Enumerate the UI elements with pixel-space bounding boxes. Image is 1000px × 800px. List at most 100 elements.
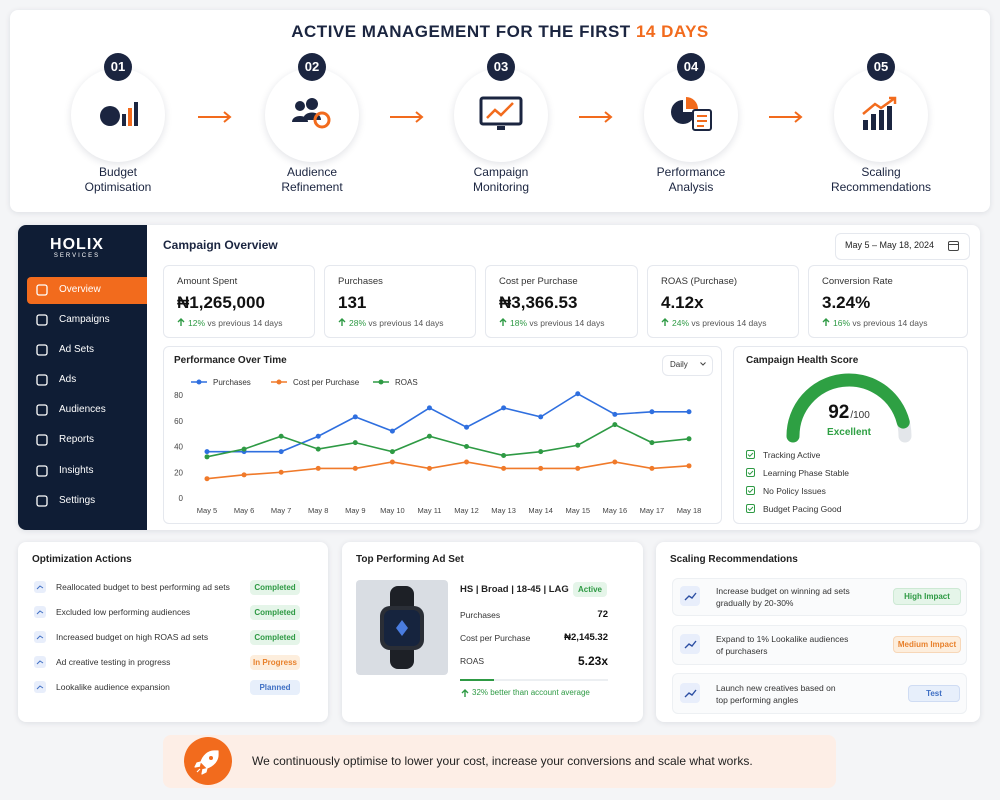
menu-item: Overview [59,284,101,295]
date-range: May 5 – May 18, 2024 [845,240,935,250]
ad-row-label: ROAS [460,656,485,666]
kpi-card [324,265,476,338]
step-icon [100,102,138,126]
kpi-card [647,265,799,338]
brand-sub: SERVICES [53,253,101,259]
data-point [389,449,395,455]
data-point [278,433,284,439]
kpi-note: vs previous 14 days [691,318,767,328]
kpi-change-row: 12% vs previous 14 days [188,318,283,328]
kpi-arrow [338,318,346,326]
title-main: ACTIVE MANAGEMENT FOR THE FIRST [291,22,631,41]
x-tick-label: May 9 [345,506,365,515]
menu-item: Settings [59,495,96,506]
action-text: Ad creative testing in progress [56,657,171,667]
data-point [315,433,321,439]
step-label-line: Refinement [281,180,343,194]
kpi-change: 12% [188,318,206,328]
brand-name: HOLIX [50,236,104,253]
step-number: 02 [298,53,326,81]
data-point [204,449,210,455]
menu-item: Ads [59,374,77,385]
x-tick-label: May 14 [528,506,553,515]
rec-badge: Medium Impact [893,636,961,653]
x-tick-label: May 13 [491,506,516,515]
action-text: Excluded low performing audiences [56,607,191,617]
line-chart: 0 20 40 60 80 May 5 May 6 May 7 May 8 May 9 May 10… [174,378,701,515]
step-arrow [769,111,803,123]
x-tick-label: May 5 [197,506,217,515]
legend-dot [196,379,202,385]
kpi-note: vs previous 14 days [207,318,283,328]
footer-text: We continuously optimise to lower your c… [252,754,753,768]
kpi-value: 4.12x [661,293,704,312]
ad-set-badge: Active [573,582,607,597]
check-item: Budget Pacing Good [763,504,842,514]
kpi-note: vs previous 14 days [368,318,444,328]
action-text: Lookalike audience expansion [56,682,170,692]
step-label-line: Optimisation [84,180,152,194]
data-point [315,465,321,471]
menu-icon [36,404,48,416]
step-icon [671,97,712,131]
data-point [575,391,581,397]
rec-text-line: of purchasers [716,646,768,656]
note-arrow [461,689,469,697]
rec-text-line: Increase budget on winning ad sets [716,586,850,596]
rec-icon [680,682,700,703]
data-point [649,465,655,471]
step-label: Scaling Recommendations [806,165,956,195]
chart-title: Performance Over Time [174,355,287,366]
data-point [426,465,432,471]
action-status: Completed [250,630,300,645]
ad-row-label: Cost per Purchase [460,633,531,643]
action-icon [34,681,46,693]
step-arrow [579,111,613,123]
gauge-rating: Excellent [827,427,872,438]
kpi-value: 3.24% [822,293,871,312]
ad-row-value: ₦2,145.32 [564,632,608,643]
sidebar [18,225,147,530]
brand: HOLIX SERVICES [18,236,136,259]
card-title: Top Performing Ad Set [356,554,464,565]
check-item: No Policy Issues [763,486,826,496]
legend-dot [276,379,282,385]
legend-dot [378,379,384,385]
action-icon [34,606,46,618]
step-arrow [198,111,232,123]
action-icon [34,581,46,593]
x-tick-label: May 6 [234,506,254,515]
footer-banner [163,735,836,788]
step-label-line: Campaign [473,165,529,179]
kpi-change: 16% [833,318,851,328]
x-tick-label: May 17 [640,506,665,515]
check-icon [746,504,755,513]
card-title: Scaling Recommendations [670,554,798,565]
x-tick-label: May 12 [454,506,479,515]
data-point [352,465,358,471]
x-tick-label: May 16 [603,506,628,515]
series-line [207,392,689,453]
x-tick-label: May 15 [565,506,590,515]
ad-image [356,580,448,675]
interval-box [662,355,713,376]
gauge-title: Campaign Health Score [746,355,859,366]
kpi-card [485,265,638,338]
kpi-change-row: 24% vs previous 14 days [672,318,767,328]
step-icon [479,96,523,130]
menu-icon [36,434,48,446]
data-point [315,446,321,452]
action-icon [34,656,46,668]
rec-icon [680,634,700,654]
card-title: Optimization Actions [32,554,132,565]
data-point [241,472,247,478]
kpi-arrow [661,318,669,326]
kpi-change-row: 28% vs previous 14 days [349,318,444,328]
data-point [464,424,470,430]
menu-icon [36,374,48,386]
title-highlight: 14 DAYS [635,22,709,41]
step-arrow [389,111,424,123]
menu-item: Reports [59,434,95,445]
data-point [538,414,544,420]
